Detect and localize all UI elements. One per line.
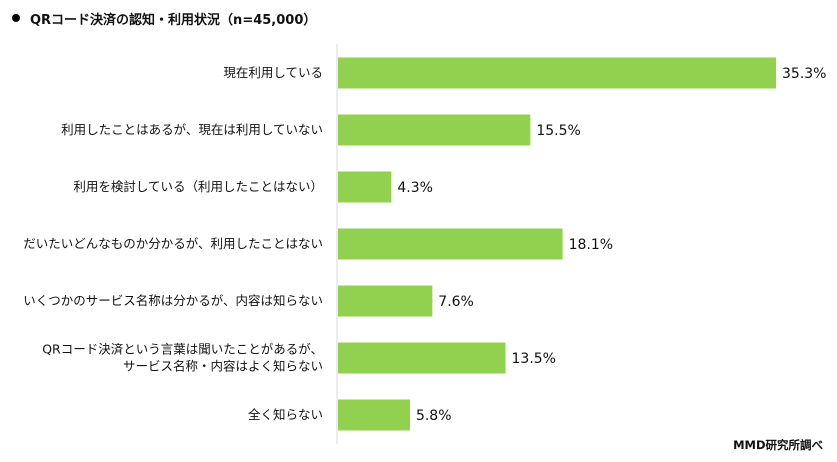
category-label-5: QRコード決済という言葉は聞いたことがあるが、サービス名称・内容はよく知らない [42,342,323,374]
chart-title: QRコード決済の認知・利用状況（n=45,000） [30,12,317,28]
bar-3 [338,228,563,260]
category-label-6: 全く知らない [248,407,323,422]
bar-0 [338,57,776,89]
value-label-5: 13.5% [512,351,556,367]
category-label-4: いくつかのサービス名称は分かるが、内容は知らない [23,293,323,308]
value-label-6: 5.8% [416,408,452,424]
bar-5 [338,342,506,374]
bar-4 [338,285,433,317]
bar-6 [338,399,410,431]
value-label-1: 15.5% [536,123,580,139]
value-label-3: 18.1% [569,237,613,253]
value-label-4: 7.6% [438,294,474,310]
source-note: MMD研究所調べ [733,438,823,452]
category-label-2: 利用を検討している（利用したことはない） [73,179,323,194]
category-label-0: 現在利用している [223,65,323,80]
bars-layer: 35.3% 現在利用している 15.5% 利用したことはあるが、現在は利用していない 4… [23,57,826,431]
category-label-3: だいたいどんなものか分かるが、利用したことはない [23,236,323,251]
bar-1 [338,114,531,146]
value-label-0: 35.3% [782,66,826,82]
bar-2 [338,171,392,203]
bullet-icon [12,14,20,22]
value-label-2: 4.3% [397,180,433,196]
category-label-1: 利用したことはあるが、現在は利用していない [61,122,323,137]
chart-title-row: QRコード決済の認知・利用状況（n=45,000） [12,8,316,28]
